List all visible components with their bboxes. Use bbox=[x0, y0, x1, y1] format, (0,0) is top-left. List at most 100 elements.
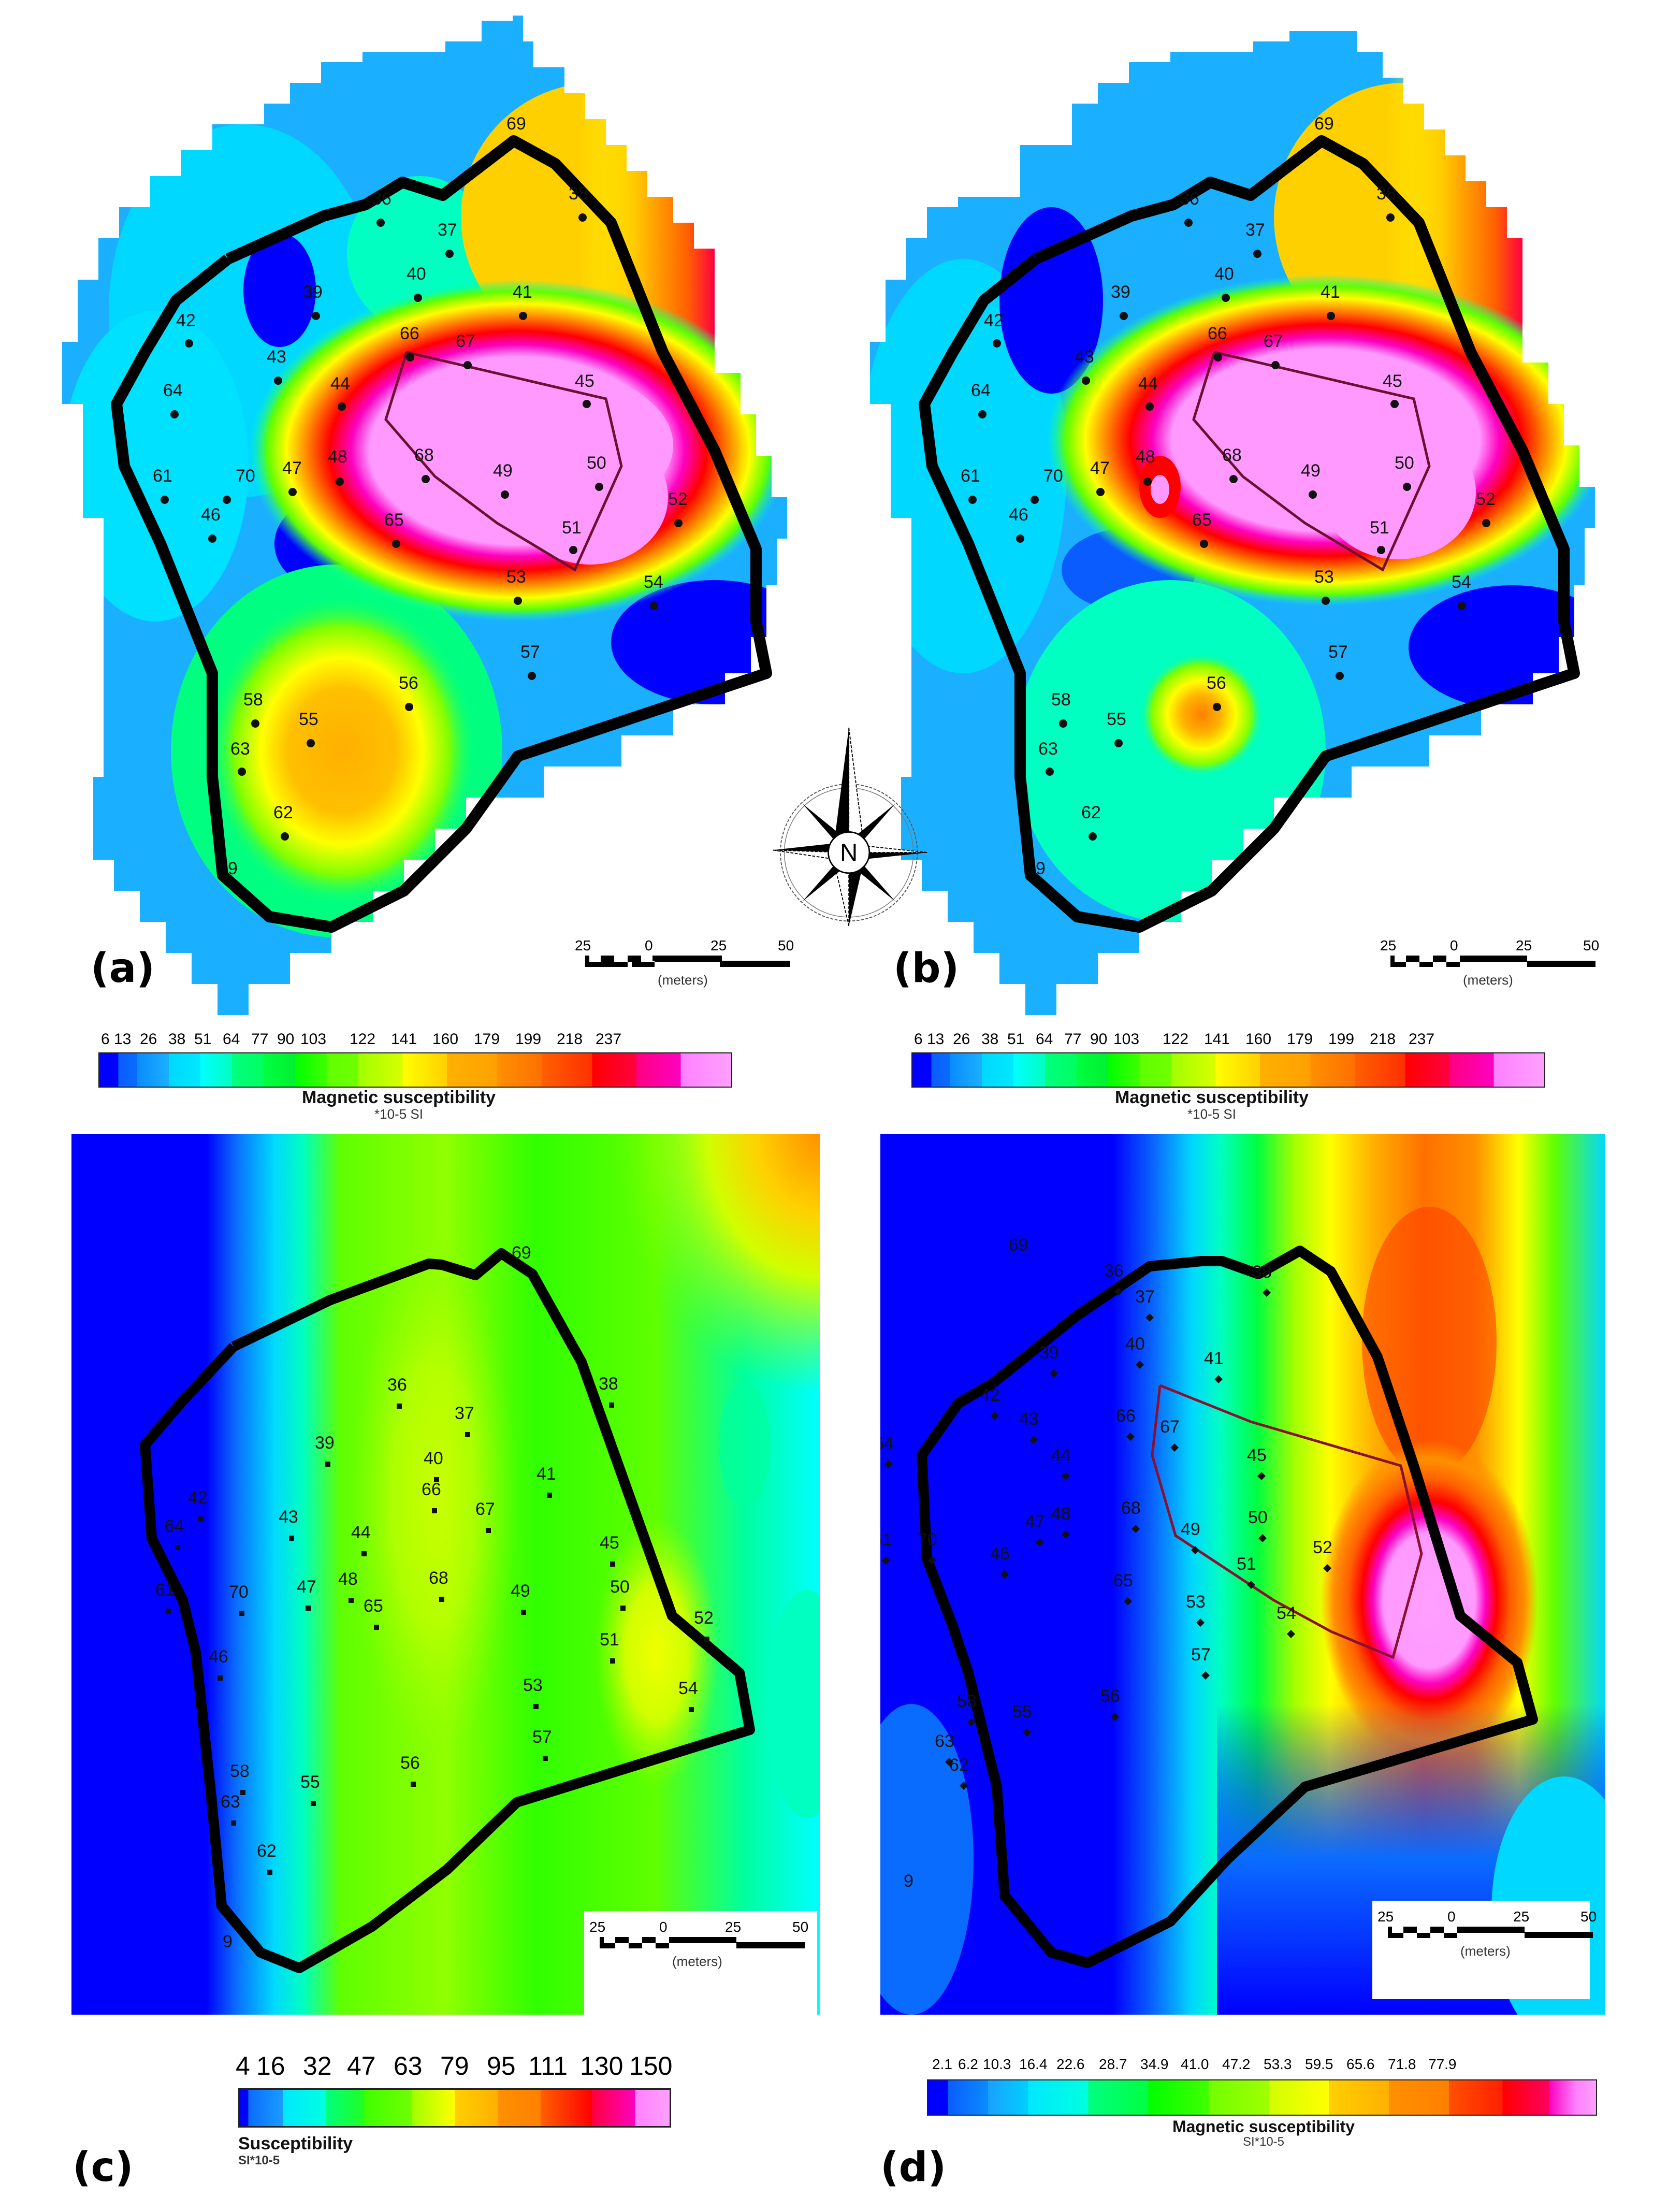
svg-text:40: 40 bbox=[424, 1449, 443, 1468]
svg-text:0: 0 bbox=[1447, 1909, 1456, 1925]
svg-text:69: 69 bbox=[506, 114, 526, 134]
svg-text:39: 39 bbox=[303, 282, 323, 302]
svg-text:69: 69 bbox=[1314, 114, 1334, 134]
colorbar-a bbox=[98, 1052, 732, 1088]
svg-text:42: 42 bbox=[176, 311, 196, 330]
legend-a: 6 13 26 38 51 64 77 90 103 122 141 160 1… bbox=[98, 1031, 741, 1122]
svg-text:56: 56 bbox=[400, 1753, 420, 1773]
svg-text:58: 58 bbox=[230, 1761, 250, 1781]
panel-label-b: (b) bbox=[893, 945, 960, 992]
svg-text:46: 46 bbox=[209, 1647, 228, 1667]
svg-text:44: 44 bbox=[1138, 374, 1158, 394]
station-points-b: 36 37 38 39 40 41 42 43 44 45 46 47 48 4… bbox=[961, 114, 1496, 878]
svg-text:39: 39 bbox=[315, 1433, 335, 1453]
legend-title-c: Susceptibility bbox=[238, 2134, 353, 2153]
svg-text:37: 37 bbox=[455, 1404, 474, 1423]
svg-text:51: 51 bbox=[562, 518, 582, 538]
svg-text:68: 68 bbox=[1121, 1498, 1141, 1518]
svg-text:57: 57 bbox=[532, 1727, 552, 1747]
panel-a: 36 37 38 39 40 41 42 43 44 45 46 47 48 4… bbox=[0, 0, 829, 1139]
svg-text:56: 56 bbox=[1100, 1686, 1120, 1706]
svg-text:65: 65 bbox=[1113, 1571, 1133, 1591]
svg-text:54: 54 bbox=[1452, 572, 1471, 592]
svg-text:40: 40 bbox=[1214, 264, 1234, 284]
contour-map-a: 36 37 38 39 40 41 42 43 44 45 46 47 48 4… bbox=[62, 16, 787, 1015]
svg-text:67: 67 bbox=[456, 331, 475, 351]
svg-text:55: 55 bbox=[300, 1772, 320, 1792]
legend-title-b: Magnetic susceptibility bbox=[1114, 1088, 1309, 1107]
svg-text:63: 63 bbox=[230, 739, 250, 759]
svg-text:36: 36 bbox=[1104, 1261, 1124, 1281]
scale-bar-c: 25 0 25 50 (meters) bbox=[589, 1916, 817, 1973]
svg-text:41: 41 bbox=[1321, 282, 1340, 302]
svg-text:65: 65 bbox=[384, 510, 404, 530]
legend-subtitle-b: *10-5 SI bbox=[1187, 1106, 1236, 1122]
legend-ticks-a: 6 13 26 38 51 64 77 90 103 122 141 160 1… bbox=[101, 1031, 622, 1048]
svg-text:38: 38 bbox=[569, 184, 588, 204]
svg-text:56: 56 bbox=[1207, 673, 1226, 693]
scale-unit-d: (meters) bbox=[1460, 1943, 1511, 1959]
svg-text:38: 38 bbox=[1252, 1262, 1272, 1282]
svg-text:53: 53 bbox=[1314, 567, 1334, 587]
svg-text:68: 68 bbox=[1222, 445, 1242, 465]
panel-b: 36 37 38 39 40 41 42 43 44 45 46 47 48 4… bbox=[808, 0, 1636, 1139]
legend-title-a: Magnetic susceptibility bbox=[301, 1088, 496, 1107]
survey-boundary-a bbox=[111, 135, 772, 933]
svg-text:41: 41 bbox=[1204, 1349, 1224, 1368]
svg-text:25: 25 bbox=[725, 1919, 741, 1935]
svg-text:55: 55 bbox=[299, 710, 318, 729]
svg-text:45: 45 bbox=[1383, 371, 1402, 391]
station-points-a: 36 37 38 39 40 41 42 43 44 45 46 47 48 4… bbox=[153, 114, 688, 878]
svg-text:63: 63 bbox=[935, 1731, 954, 1751]
svg-text:53: 53 bbox=[506, 567, 526, 587]
anomaly-polygon-b bbox=[1192, 351, 1431, 572]
svg-text:37: 37 bbox=[1135, 1287, 1155, 1307]
legend-d: 2.1 6.2 10.3 16.4 22.6 28.7 34.9 41.0 47… bbox=[927, 2056, 1611, 2160]
svg-text:50: 50 bbox=[1248, 1508, 1268, 1527]
svg-text:62: 62 bbox=[1081, 803, 1101, 822]
svg-text:61: 61 bbox=[153, 466, 172, 486]
survey-boundary-c bbox=[140, 1248, 755, 1973]
scale-unit-c: (meters) bbox=[672, 1954, 722, 1969]
svg-text:54: 54 bbox=[644, 572, 663, 592]
svg-text:38: 38 bbox=[599, 1374, 618, 1394]
svg-text:65: 65 bbox=[1192, 510, 1212, 530]
svg-text:47: 47 bbox=[1090, 458, 1110, 478]
svg-text:64: 64 bbox=[880, 1434, 894, 1453]
svg-text:50: 50 bbox=[1395, 453, 1414, 473]
colorbar-b bbox=[911, 1052, 1545, 1088]
svg-text:48: 48 bbox=[328, 447, 347, 467]
svg-text:61: 61 bbox=[880, 1530, 892, 1550]
svg-text:51: 51 bbox=[1237, 1554, 1256, 1574]
svg-text:41: 41 bbox=[513, 282, 532, 302]
svg-text:25: 25 bbox=[1516, 937, 1532, 953]
svg-text:62: 62 bbox=[949, 1755, 969, 1775]
svg-text:25: 25 bbox=[1513, 1909, 1529, 1925]
svg-text:65: 65 bbox=[364, 1596, 383, 1616]
svg-text:53: 53 bbox=[523, 1675, 543, 1695]
legend-ticks-c: 4 16 32 47 63 79 95 111 130 150 bbox=[236, 2051, 673, 2080]
svg-text:36: 36 bbox=[1180, 189, 1199, 209]
svg-text:58: 58 bbox=[957, 1691, 977, 1711]
svg-text:48: 48 bbox=[1136, 447, 1155, 467]
svg-text:45: 45 bbox=[575, 371, 594, 391]
svg-text:58: 58 bbox=[1051, 690, 1071, 710]
legend-subtitle-c: SI*10-5 bbox=[238, 2153, 280, 2167]
svg-text:0: 0 bbox=[659, 1919, 668, 1935]
svg-text:47: 47 bbox=[282, 458, 302, 478]
svg-text:50: 50 bbox=[1580, 1909, 1597, 1925]
svg-text:61: 61 bbox=[961, 466, 980, 486]
svg-text:64: 64 bbox=[971, 381, 991, 400]
svg-text:54: 54 bbox=[1277, 1603, 1296, 1623]
colorbar-d bbox=[927, 2079, 1597, 2116]
svg-text:69: 69 bbox=[1009, 1235, 1028, 1255]
svg-text:25: 25 bbox=[575, 937, 591, 953]
svg-text:43: 43 bbox=[1019, 1409, 1039, 1429]
contour-map-d: 36 37 38 39 40 41 42 43 44 45 46 47 48 4… bbox=[849, 1134, 1636, 2046]
scale-box-d bbox=[1372, 1901, 1590, 1999]
svg-text:55: 55 bbox=[1012, 1702, 1032, 1722]
legend-subtitle-d: SI*10-5 bbox=[1242, 2135, 1285, 2149]
svg-text:45: 45 bbox=[1247, 1445, 1267, 1465]
legend-b: 6 13 26 38 51 64 77 90 103 122 141 160 1… bbox=[911, 1031, 1554, 1122]
svg-text:46: 46 bbox=[990, 1544, 1010, 1564]
